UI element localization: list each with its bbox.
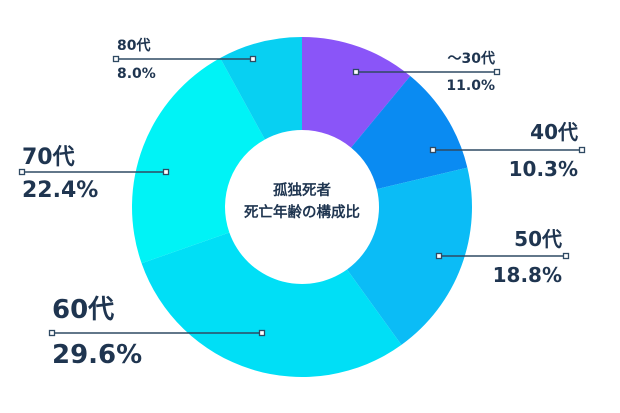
center-title-line2: 死亡年齢の構成比 [244, 205, 360, 221]
leader-lines [18, 55, 586, 337]
leader-endpoint-marker [435, 252, 443, 260]
leader-endpoint-marker [18, 168, 26, 176]
leader-endpoint-marker [493, 68, 501, 76]
label-80s-pct: 8.0% [117, 66, 156, 82]
leader-endpoint-marker [578, 146, 586, 154]
leader-endpoint-marker [249, 55, 257, 63]
label-under30-pct: 11.0% [446, 78, 495, 94]
chart-center-title: 孤独死者 死亡年齢の構成比 [222, 180, 382, 224]
leader-endpoint-marker [162, 168, 170, 176]
leader-endpoint-marker [112, 55, 120, 63]
center-title-line1: 孤独死者 [273, 183, 331, 199]
donut-slice [351, 75, 468, 190]
donut-slice [302, 37, 411, 148]
label-60s-name: 60代 [52, 295, 115, 325]
label-50s-name: 50代 [514, 227, 562, 251]
donut-slice [220, 37, 302, 140]
leader-endpoint-marker [562, 252, 570, 260]
label-70s-pct: 22.4% [22, 178, 99, 203]
leader-endpoint-marker [352, 68, 360, 76]
leader-endpoint-marker [258, 329, 266, 337]
donut-slices [132, 37, 472, 378]
leader-endpoint-marker [429, 146, 437, 154]
label-70s-name: 70代 [22, 145, 75, 170]
donut-slice [141, 232, 402, 378]
label-60s-pct: 29.6% [52, 340, 143, 370]
leader-endpoint-marker [48, 329, 56, 337]
donut-slice [347, 167, 472, 345]
label-40s-name: 40代 [530, 120, 578, 144]
donut-slice [132, 57, 265, 264]
label-50s-pct: 18.8% [492, 263, 562, 287]
label-under30-name: 〜30代 [447, 51, 495, 67]
label-40s-pct: 10.3% [508, 157, 578, 181]
label-80s-name: 80代 [117, 38, 151, 54]
